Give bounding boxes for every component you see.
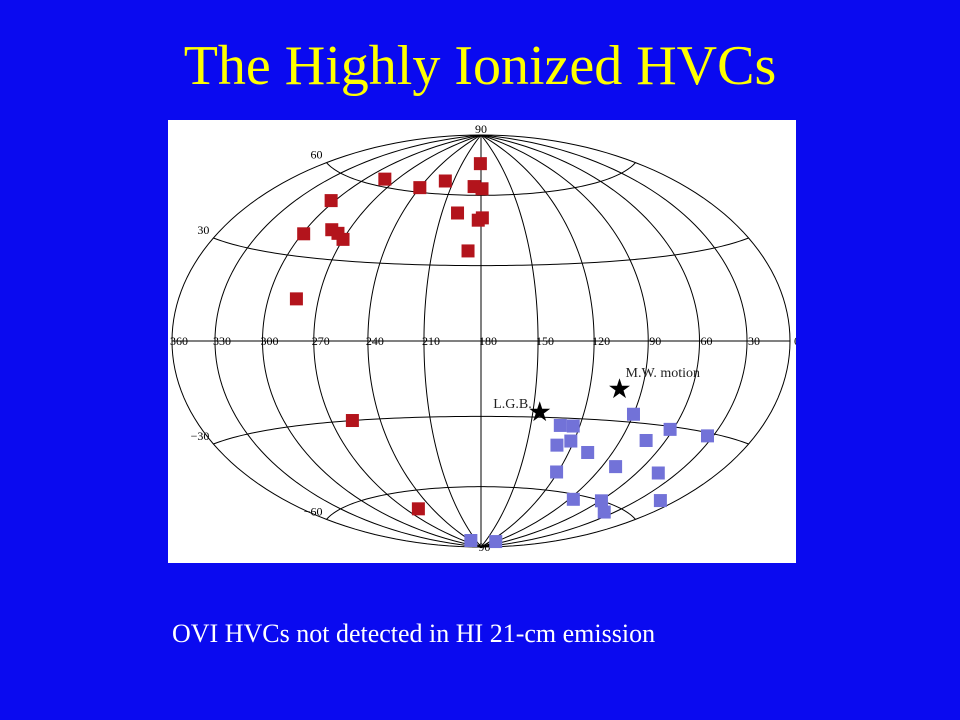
annotation: L.G.B.: [493, 397, 532, 412]
x-tick-label: 0: [794, 334, 796, 348]
x-tick-label: 120: [592, 334, 610, 348]
data-point: [700, 429, 714, 443]
data-point: [626, 407, 640, 421]
data-point: [473, 157, 487, 171]
x-tick-label: 270: [312, 334, 330, 348]
slide-title: The Highly Ionized HVCs: [183, 35, 777, 97]
data-point: [609, 460, 623, 474]
data-point: [581, 445, 595, 459]
x-tick-label: 360: [170, 334, 188, 348]
x-tick-label: 240: [366, 334, 384, 348]
data-point: [324, 194, 338, 208]
parallel: [213, 237, 749, 267]
data-point: [594, 494, 608, 508]
y-tick-label: −30: [191, 429, 210, 443]
data-point: [489, 535, 503, 549]
x-tick-label: 150: [536, 334, 554, 348]
data-point: [550, 438, 564, 452]
x-tick-label: 210: [422, 334, 440, 348]
y-tick-label: −60: [304, 504, 323, 518]
data-point: [413, 181, 427, 195]
data-point: [345, 414, 359, 428]
data-point: [289, 292, 303, 306]
data-point: [471, 213, 485, 227]
parallel: [326, 162, 636, 196]
y-tick-label: 60: [311, 148, 323, 162]
data-point: [566, 492, 580, 506]
data-point: [451, 206, 465, 220]
x-tick-label: 180: [479, 334, 497, 348]
data-point: [378, 172, 392, 186]
caption: OVI HVCs not detected in HI 21-cm emissi…: [172, 619, 656, 648]
x-tick-label: 90: [649, 334, 661, 348]
x-tick-label: 30: [748, 334, 760, 348]
x-tick-label: 300: [261, 334, 279, 348]
data-point: [475, 182, 489, 196]
sky-map: 3603303002702402101801501209060300906030…: [168, 120, 796, 563]
data-point: [464, 534, 478, 548]
star-marker: [609, 378, 630, 399]
data-point: [297, 227, 311, 241]
star-marker: [529, 401, 551, 422]
data-point: [336, 232, 350, 246]
data-point: [438, 174, 452, 188]
data-point: [653, 494, 667, 508]
data-point: [564, 434, 578, 448]
data-point: [461, 244, 475, 258]
data-point: [411, 502, 425, 516]
data-point: [639, 433, 653, 447]
data-point: [566, 419, 580, 433]
x-tick-label: 60: [700, 334, 712, 348]
data-point: [553, 418, 567, 432]
data-point: [663, 422, 677, 436]
x-tick-label: 330: [213, 334, 231, 348]
y-tick-label: 30: [197, 223, 209, 237]
data-point: [651, 466, 665, 480]
data-point: [550, 465, 564, 479]
y-tick-label: 90: [475, 122, 487, 136]
annotation: M.W. motion: [626, 366, 701, 381]
data-point: [597, 505, 611, 519]
